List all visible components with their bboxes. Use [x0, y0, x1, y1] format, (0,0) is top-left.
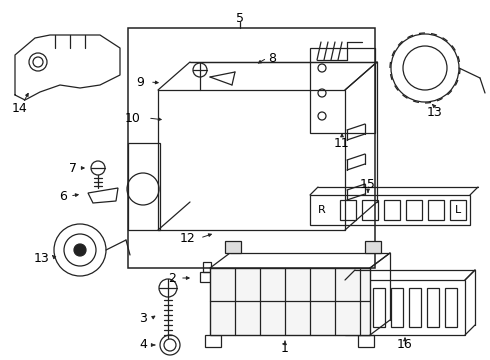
Bar — [373, 288, 385, 327]
Text: 8: 8 — [268, 51, 276, 64]
Text: 13: 13 — [34, 252, 50, 265]
Bar — [345, 280, 465, 335]
Text: 6: 6 — [59, 189, 67, 202]
Text: R: R — [318, 205, 326, 215]
Bar — [358, 335, 374, 347]
Circle shape — [368, 242, 378, 252]
Bar — [409, 288, 421, 327]
Bar — [391, 288, 403, 327]
Bar — [128, 28, 375, 268]
Circle shape — [74, 244, 86, 256]
Text: 13: 13 — [427, 105, 443, 118]
Bar — [205, 335, 221, 347]
Bar — [355, 288, 367, 327]
Text: 15: 15 — [360, 177, 376, 190]
Text: 16: 16 — [397, 338, 413, 351]
Bar — [310, 48, 375, 133]
Bar — [445, 288, 457, 327]
Bar — [384, 200, 400, 220]
Bar — [310, 195, 470, 225]
Bar — [362, 200, 378, 220]
Bar — [428, 200, 444, 220]
Bar — [427, 288, 439, 327]
Text: 4: 4 — [139, 338, 147, 351]
Bar — [340, 200, 356, 220]
Text: 7: 7 — [69, 162, 77, 175]
Bar — [203, 262, 211, 272]
Text: 11: 11 — [334, 136, 350, 149]
Bar — [365, 241, 381, 253]
Text: 10: 10 — [125, 112, 141, 125]
Text: 14: 14 — [12, 102, 28, 114]
Circle shape — [228, 242, 238, 252]
Bar — [128, 143, 160, 230]
Bar — [210, 268, 370, 335]
Text: 9: 9 — [136, 76, 144, 89]
Text: 12: 12 — [180, 231, 196, 244]
Text: 1: 1 — [281, 342, 289, 355]
Bar — [406, 200, 422, 220]
Bar — [200, 272, 216, 282]
Text: L: L — [455, 205, 461, 215]
Text: 3: 3 — [139, 311, 147, 324]
Bar — [225, 241, 241, 253]
Text: 2: 2 — [168, 271, 176, 284]
Text: 5: 5 — [236, 12, 244, 24]
Bar — [450, 200, 466, 220]
